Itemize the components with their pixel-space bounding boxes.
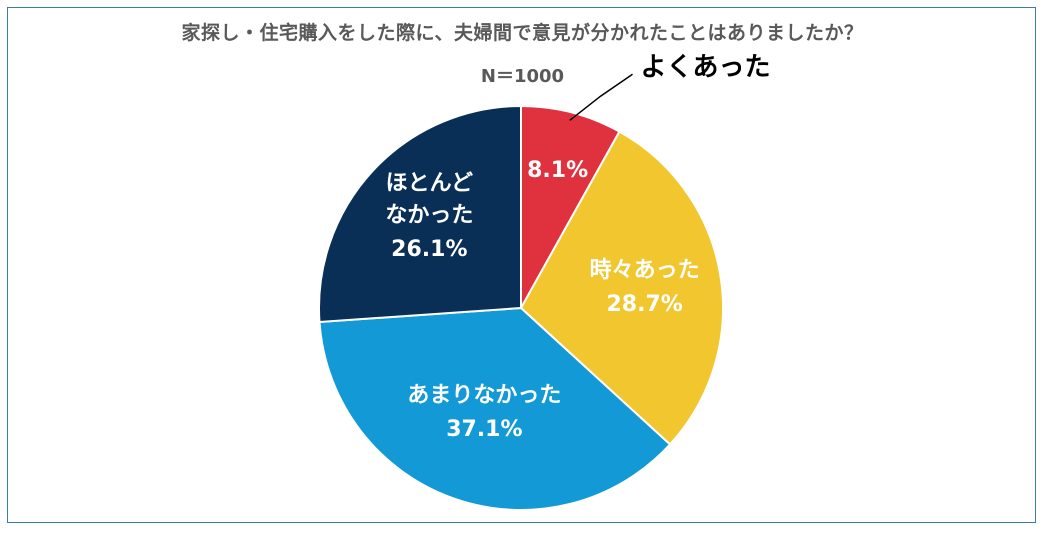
slice-name-label: なかった <box>385 203 473 228</box>
slice-value-label: 8.1% <box>527 158 588 183</box>
slice-value-label: 28.7% <box>606 292 682 317</box>
slice-value-label: 26.1% <box>391 237 467 262</box>
pie-slice <box>519 130 724 446</box>
chart-title: 家探し・住宅購入をした際に、夫婦間で意見が分かれたことはありましたか？ <box>181 22 864 44</box>
slice-name-label: 時々あった <box>590 258 700 283</box>
pie-slice <box>318 306 672 511</box>
pie-slice <box>318 104 522 324</box>
chart-frame <box>7 7 1036 523</box>
pie-slice <box>520 104 621 312</box>
slice-name-label: よくあった <box>641 53 771 83</box>
slice-name-label: ほとんど <box>386 171 473 196</box>
slice-value-label: 37.1% <box>446 417 522 442</box>
slice-name-label: あまりなかった <box>407 383 561 408</box>
chart-subtitle: N＝1000 <box>480 66 565 87</box>
leader-line <box>569 73 633 121</box>
